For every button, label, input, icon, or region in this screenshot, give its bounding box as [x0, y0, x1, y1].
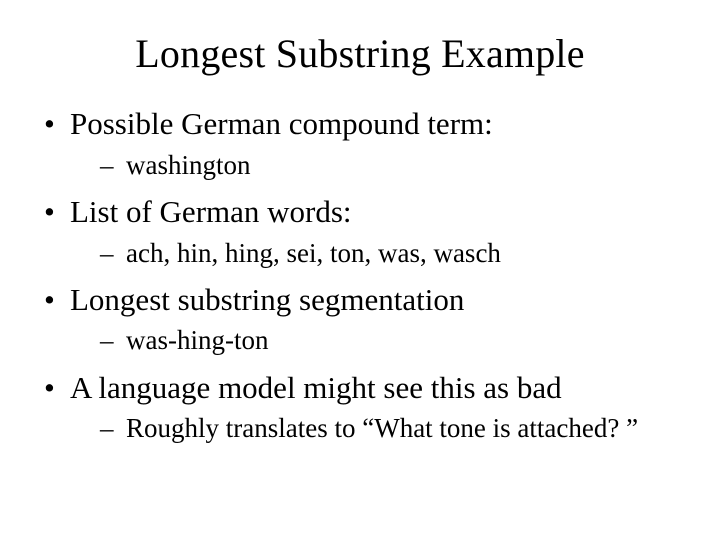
- sub-bullet-list: was-hing-ton: [70, 323, 684, 358]
- bullet-item: Possible German compound term: washingto…: [36, 105, 684, 183]
- bullet-text: A language model might see this as bad: [70, 370, 562, 405]
- bullet-text: List of German words:: [70, 194, 352, 229]
- bullet-list: Possible German compound term: washingto…: [36, 105, 684, 446]
- bullet-text: Longest substring segmentation: [70, 282, 464, 317]
- slide: Longest Substring Example Possible Germa…: [0, 0, 720, 540]
- sub-bullet-item: was-hing-ton: [70, 323, 684, 358]
- bullet-item: List of German words: ach, hin, hing, se…: [36, 193, 684, 271]
- sub-bullet-text: Roughly translates to “What tone is atta…: [126, 413, 638, 443]
- sub-bullet-text: washington: [126, 150, 251, 180]
- sub-bullet-list: washington: [70, 148, 684, 183]
- sub-bullet-item: washington: [70, 148, 684, 183]
- sub-bullet-item: ach, hin, hing, sei, ton, was, wasch: [70, 236, 684, 271]
- sub-bullet-list: Roughly translates to “What tone is atta…: [70, 411, 684, 446]
- sub-bullet-text: was-hing-ton: [126, 325, 268, 355]
- bullet-item: Longest substring segmentation was-hing-…: [36, 281, 684, 359]
- sub-bullet-list: ach, hin, hing, sei, ton, was, wasch: [70, 236, 684, 271]
- slide-title: Longest Substring Example: [36, 30, 684, 77]
- bullet-item: A language model might see this as bad R…: [36, 369, 684, 447]
- bullet-text: Possible German compound term:: [70, 106, 493, 141]
- sub-bullet-text: ach, hin, hing, sei, ton, was, wasch: [126, 238, 501, 268]
- sub-bullet-item: Roughly translates to “What tone is atta…: [70, 411, 684, 446]
